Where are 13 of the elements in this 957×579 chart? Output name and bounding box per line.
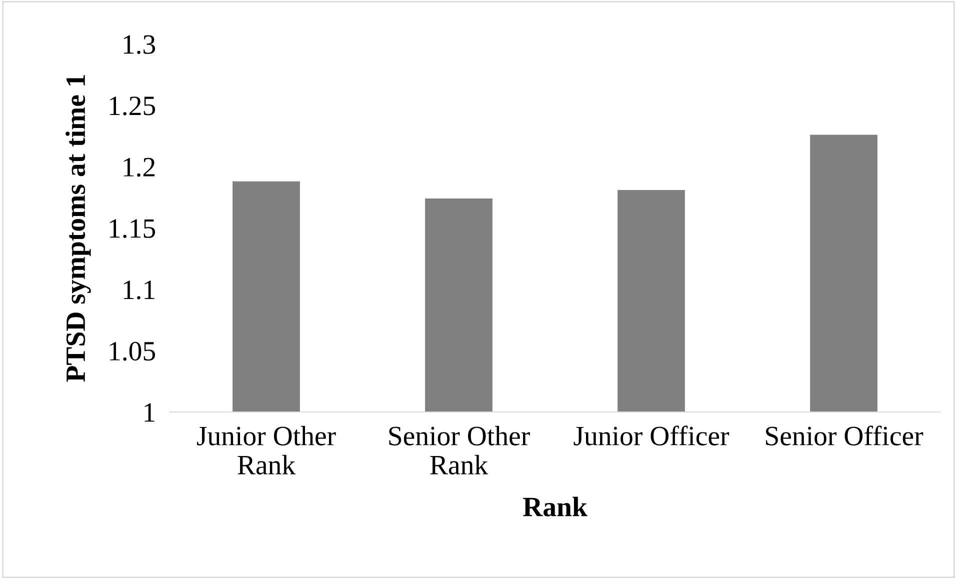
x-tick-label: Senior Other Rank xyxy=(389,426,530,474)
y-tick-label: 1.1 xyxy=(124,280,154,300)
y-axis-title: PTSD symptoms at time 1 xyxy=(66,75,91,382)
x-tick-label: Junior Officer xyxy=(574,426,730,446)
x-axis-title: Rank xyxy=(523,496,588,516)
x-tick-label: Junior Other Rank xyxy=(197,426,336,474)
y-tick-label: 1.15 xyxy=(110,219,156,238)
y-tick-label: 1.2 xyxy=(124,158,155,177)
x-tick-label: Senior Officer xyxy=(766,426,924,446)
y-tick-label: 1 xyxy=(144,403,154,422)
y-tick-label: 1.25 xyxy=(110,96,156,116)
y-tick-label: 1.05 xyxy=(110,342,156,361)
y-tick-label: 1.3 xyxy=(124,35,156,54)
